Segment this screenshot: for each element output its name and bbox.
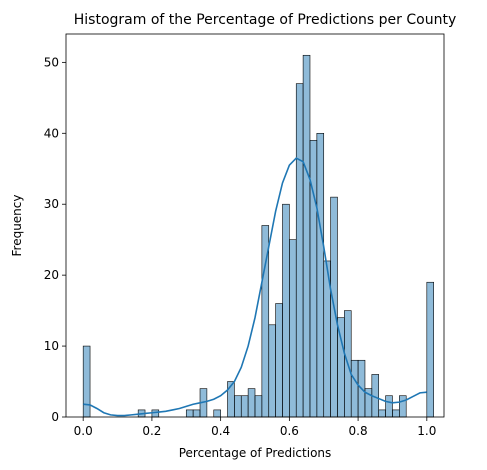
kde-curve [83,157,427,417]
x-axis-label: Percentage of Predictions [179,446,332,460]
y-tick-label: 30 [44,197,59,211]
y-tick-label: 20 [44,268,59,282]
x-tick-label: 0.4 [211,424,230,438]
histogram-bar [385,395,393,418]
histogram-bar [213,409,221,418]
y-tick-label: 10 [44,339,59,353]
histogram-bar [289,239,297,418]
x-tick-label: 0.2 [142,424,161,438]
x-axis-ticks: 0.0 0.2 0.4 0.6 0.8 1.0 [74,417,436,438]
y-axis-label: Frequency [10,195,24,257]
histogram-bar [426,281,434,418]
histogram-bar [302,54,311,418]
histogram-bar [240,395,249,418]
histogram-bar [254,395,263,418]
histogram-bar [268,324,276,418]
histogram-bar [350,359,359,418]
histogram-bar [192,409,201,418]
histogram-bar [82,345,91,418]
histogram-bar [247,388,256,418]
histogram-bar [316,132,325,418]
x-tick-label: 0.6 [280,424,299,438]
histogram-bar [282,203,290,418]
histogram-bar [378,409,386,418]
histogram-bar [337,317,345,418]
x-tick-label: 1.0 [417,424,436,438]
y-tick-label: 0 [51,410,59,424]
y-tick-label: 50 [44,55,59,69]
histogram-bar [234,395,242,418]
histogram-bar [151,409,160,418]
histogram-bar [295,83,304,418]
y-axis-ticks: 0 10 20 30 40 50 [44,55,66,424]
histogram-bar [392,409,400,418]
histogram-bar [275,303,283,418]
y-tick-label: 40 [44,126,59,140]
x-tick-label: 0.0 [74,424,93,438]
histogram-bar [399,395,407,418]
histogram-bar [185,409,194,418]
x-tick-label: 0.8 [349,424,368,438]
chart-title: Histogram of the Percentage of Predictio… [74,12,456,28]
histogram-bars [82,54,434,418]
plot-frame [65,33,445,418]
